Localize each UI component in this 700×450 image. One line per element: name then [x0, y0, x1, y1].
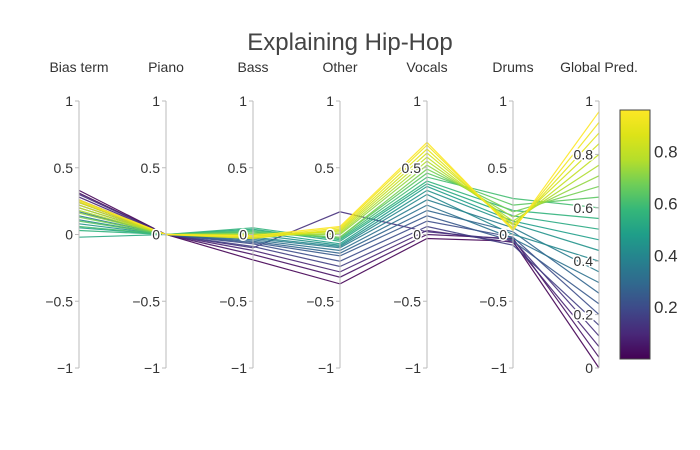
axis-6-tick-label-1: 0.8	[574, 146, 594, 162]
axis-0-tick-label-3: −0.5	[45, 293, 73, 309]
axis-6-tick-label-3: 0.4	[574, 253, 594, 269]
axis-5-tick-label-2: 0	[499, 227, 507, 243]
colorbar-tick-label-0: 0.8	[654, 143, 678, 162]
axis-0-tick-label-1: 0.5	[54, 160, 74, 176]
axis-6-tick-label-0: 1	[585, 93, 593, 109]
axis-6-tick-label-5: 0	[585, 360, 593, 376]
axis-3-tick-label-1: 0.5	[315, 160, 335, 176]
axis-4-tick-label-0: 1	[413, 93, 421, 109]
axis-2-tick-label-4: −1	[231, 360, 247, 376]
axis-2-tick-label-2: 0	[239, 227, 247, 243]
axis-1-tick-label-2: 0	[152, 227, 160, 243]
axis-4-tick-label-1: 0.5	[402, 160, 422, 176]
axis-4-tick-label-3: −0.5	[393, 293, 421, 309]
axis-2-tick-label-0: 1	[239, 93, 247, 109]
axis-1-tick-label-3: −0.5	[132, 293, 160, 309]
axis-0-tick-label-2: 0	[65, 227, 73, 243]
axis-5-tick-label-3: −0.5	[479, 293, 507, 309]
axis-5-tick-label-0: 1	[499, 93, 507, 109]
axis-1-tick-label-1: 0.5	[141, 160, 161, 176]
axis-1-tick-label-0: 1	[152, 93, 160, 109]
axis-5-tick-label-1: 0.5	[488, 160, 508, 176]
chart-title: Explaining Hip-Hop	[247, 29, 452, 56]
axis-1-tick-label-4: −1	[144, 360, 160, 376]
axis-4-tick-label-4: −1	[405, 360, 421, 376]
axis-label-4: Vocals	[406, 59, 447, 75]
colorbar-tick-label-2: 0.4	[654, 246, 678, 265]
colorbar: 0.8 0.6 0.4 0.2	[619, 109, 678, 360]
axis-label-1: Piano	[148, 59, 184, 75]
axis-3-tick-label-4: −1	[318, 360, 334, 376]
axis-4-tick-label-2: 0	[413, 227, 421, 243]
axis-3-tick-label-0: 1	[326, 93, 334, 109]
colorbar-tick-label-1: 0.6	[654, 194, 678, 213]
axes: Bias term 1 0.5 0 −0.5 −1 Piano 1 0.5 0 −0.5 −1 Bass…	[44, 59, 638, 378]
axis-6-tick-label-2: 0.6	[574, 200, 594, 216]
axis-label-3: Other	[322, 59, 357, 75]
axis-label-2: Bass	[237, 59, 268, 75]
axis-label-6: Global Pred.	[560, 59, 638, 75]
colorbar-ticks: 0.8 0.6 0.4 0.2	[654, 143, 678, 318]
axis-5-tick-label-4: −1	[491, 360, 507, 376]
axis-2-tick-label-3: −0.5	[219, 293, 247, 309]
colorbar-tick-label-3: 0.2	[654, 298, 678, 317]
axis-3-tick-label-2: 0	[326, 227, 334, 243]
axis-label-0: Bias term	[49, 59, 108, 75]
axis-3-tick-label-3: −0.5	[306, 293, 334, 309]
axis-label-5: Drums	[492, 59, 533, 75]
axis-0-tick-label-0: 1	[65, 93, 73, 109]
axis-2-tick-label-1: 0.5	[228, 160, 248, 176]
colorbar-gradient	[619, 109, 651, 360]
axis-0-tick-label-4: −1	[57, 360, 73, 376]
axis-6-tick-label-4: 0.2	[574, 307, 594, 323]
